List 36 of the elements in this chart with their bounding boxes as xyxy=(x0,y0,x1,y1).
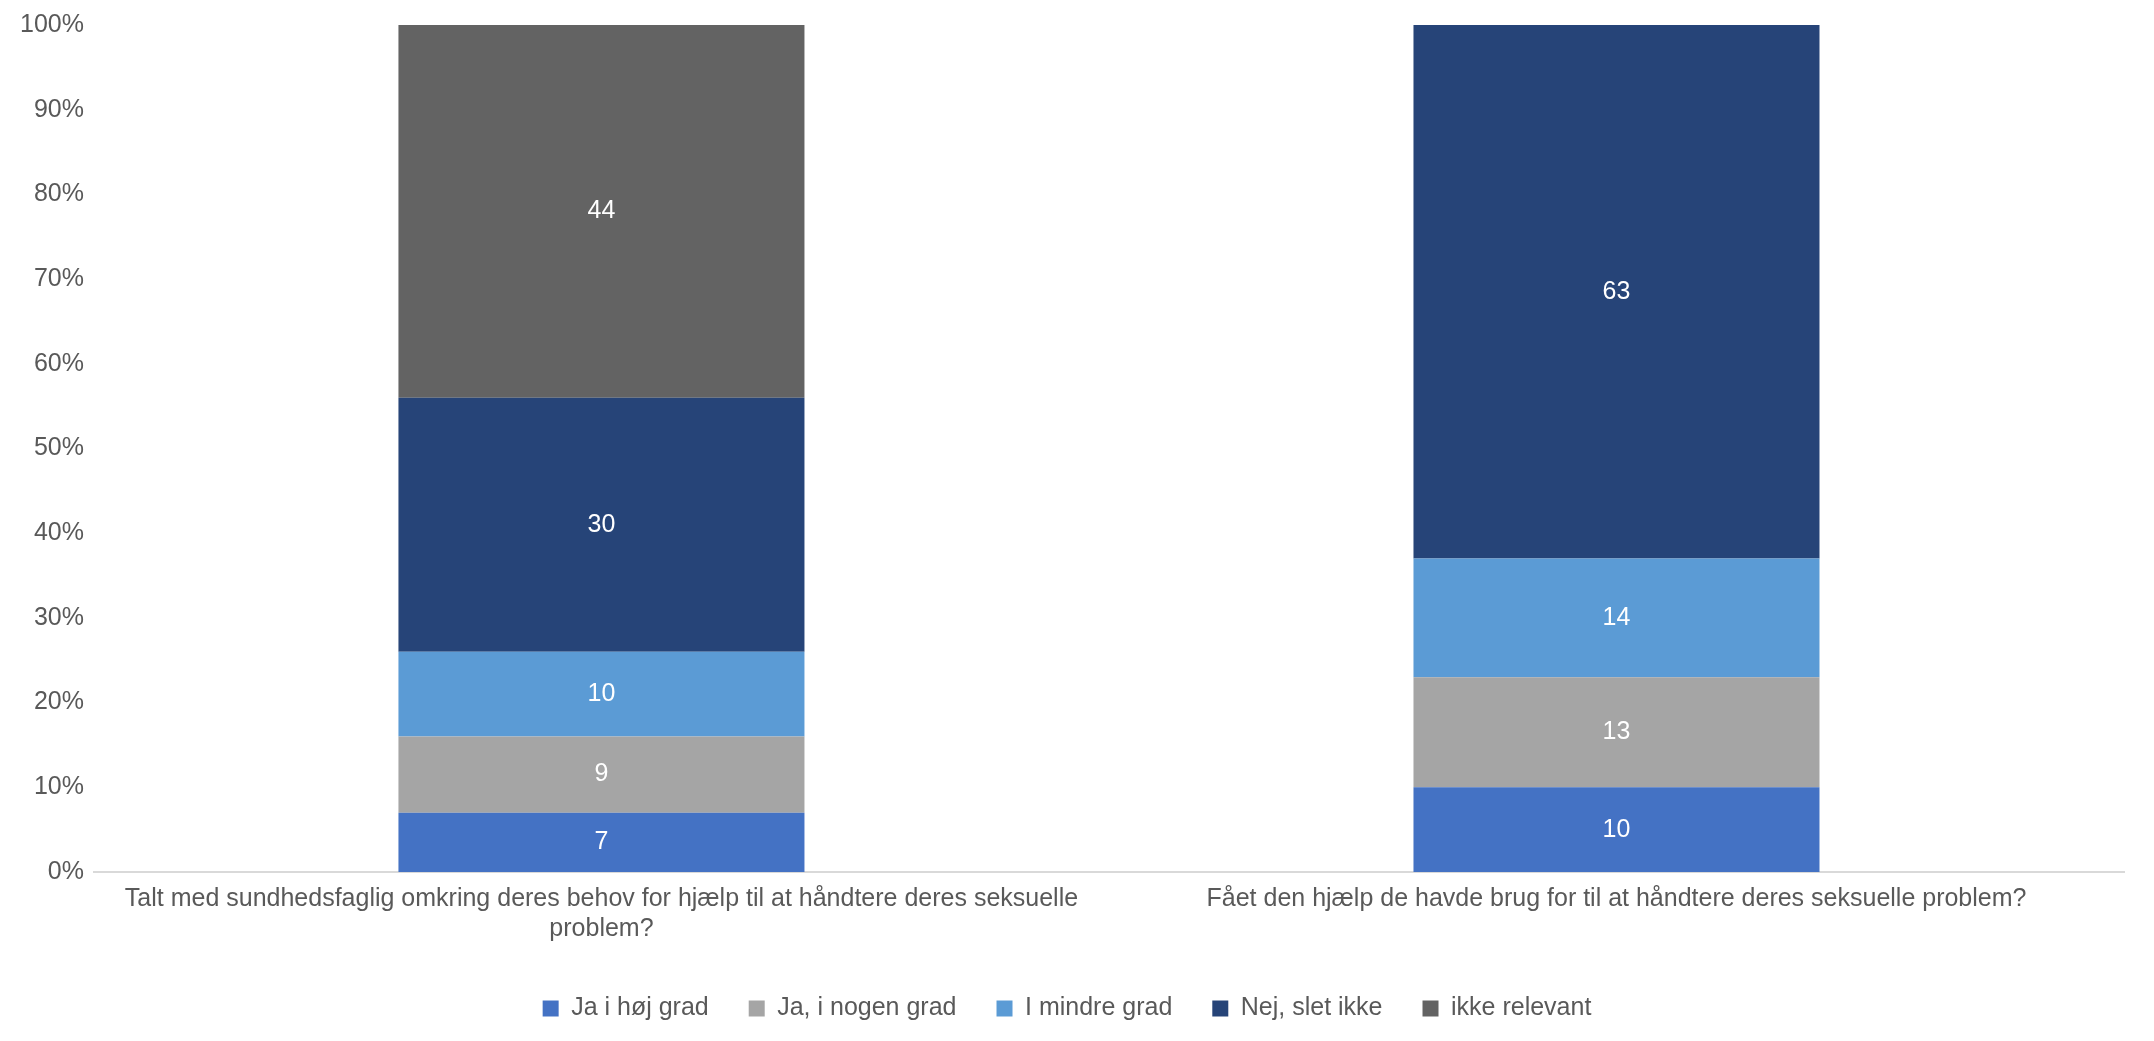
x-tick-label: Fået den hjælp de havde brug for til at håndtere deres seksuelle problem? xyxy=(1206,882,2027,911)
y-tick-label: 20% xyxy=(33,686,84,715)
legend-label: I mindre grad xyxy=(1025,992,1173,1021)
bar xyxy=(1413,677,1820,788)
bar xyxy=(1413,25,1820,559)
y-tick-label: 10% xyxy=(33,771,84,800)
data-label: 10 xyxy=(1602,813,1631,842)
legend-label: Nej, slet ikke xyxy=(1240,992,1383,1021)
y-tick-label: 50% xyxy=(33,432,84,461)
data-label: 30 xyxy=(587,508,616,537)
data-label: 44 xyxy=(587,195,616,224)
y-tick-label: 0% xyxy=(47,855,84,884)
data-label: 7 xyxy=(594,826,609,855)
y-tick-label: 30% xyxy=(33,601,84,630)
bar xyxy=(1413,787,1820,872)
data-label: 10 xyxy=(587,678,616,707)
bar xyxy=(398,651,805,737)
data-label: 14 xyxy=(1602,601,1631,630)
bar xyxy=(398,812,805,872)
y-tick-label: 70% xyxy=(33,262,84,291)
y-tick-label: 60% xyxy=(33,347,84,376)
bar xyxy=(398,736,805,813)
data-label: 13 xyxy=(1602,716,1631,745)
bar xyxy=(398,397,805,652)
bar xyxy=(398,25,805,398)
legend-label: Ja, i nogen grad xyxy=(777,992,957,1021)
legend-label: Ja i høj grad xyxy=(571,992,709,1021)
x-tick-label: Talt med sundhedsfaglig omkring deres behov for hjælp til at håndtere deres seksuelle problem? xyxy=(124,882,1079,941)
data-label: 63 xyxy=(1602,275,1631,304)
y-tick-label: 40% xyxy=(33,517,84,546)
y-tick-label: 80% xyxy=(33,178,84,207)
bar xyxy=(1413,558,1820,678)
y-tick-label: 100% xyxy=(19,8,84,37)
legend-label: ikke relevant xyxy=(1451,992,1592,1021)
y-tick-label: 90% xyxy=(33,93,84,122)
data-label: 9 xyxy=(594,758,609,787)
